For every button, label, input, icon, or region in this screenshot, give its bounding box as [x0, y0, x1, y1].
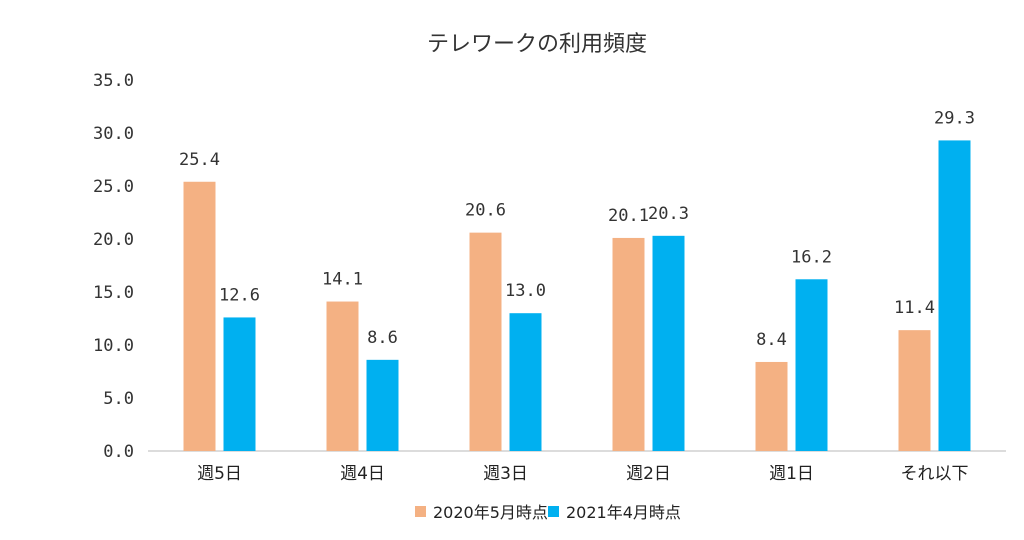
bar [795, 279, 828, 451]
x-axis: 週5日 週4日 週3日 週2日 週1日 それ以下 [148, 450, 1006, 484]
y-tick-label: 15.0 [93, 283, 134, 303]
bar [652, 235, 685, 451]
y-tick-label: 30.0 [93, 124, 134, 144]
y-tick-label: 0.0 [103, 442, 134, 462]
data-label: 25.4 [179, 150, 220, 170]
x-category-label: 週3日 [483, 464, 528, 484]
chart-title: テレワークの利用頻度 [427, 32, 647, 57]
y-tick-label: 5.0 [103, 389, 134, 409]
bars [183, 140, 971, 452]
data-labels: 25.4 12.6 14.1 8.6 20.6 13.0 20.1 20.3 8.4 16.2 11… [179, 108, 975, 350]
data-label: 13.0 [505, 281, 546, 301]
bar [509, 313, 542, 451]
legend-swatch [415, 506, 426, 517]
bar [183, 181, 216, 451]
data-label: 11.4 [894, 298, 935, 318]
data-label: 14.1 [322, 270, 363, 290]
bar [938, 140, 971, 452]
y-tick-label: 35.0 [93, 71, 134, 91]
bar [223, 317, 256, 451]
x-category-label: それ以下 [901, 464, 969, 484]
y-tick-label: 20.0 [93, 230, 134, 250]
bar [898, 330, 931, 451]
data-label: 16.2 [791, 247, 832, 267]
y-tick-label: 25.0 [93, 177, 134, 197]
data-label: 20.3 [648, 204, 689, 224]
bar [326, 301, 359, 451]
legend-label: 2021年4月時点 [566, 503, 681, 522]
bar [755, 361, 788, 451]
data-label: 12.6 [219, 285, 260, 305]
data-label: 29.3 [934, 108, 975, 128]
x-category-label: 週2日 [626, 464, 671, 484]
bar [366, 359, 399, 451]
bar [612, 237, 645, 451]
data-label: 20.1 [608, 206, 649, 226]
x-category-label: 週1日 [769, 464, 814, 484]
data-label: 20.6 [465, 201, 506, 221]
legend: 2020年5月時点 2021年4月時点 [415, 503, 681, 522]
y-axis: 0.0 5.0 10.0 15.0 20.0 25.0 30.0 35.0 [93, 71, 134, 462]
x-category-label: 週4日 [340, 464, 385, 484]
data-label: 8.4 [756, 330, 787, 350]
y-tick-label: 10.0 [93, 336, 134, 356]
legend-label: 2020年5月時点 [433, 503, 548, 522]
x-category-label: 週5日 [197, 464, 242, 484]
legend-swatch [548, 506, 559, 517]
bar [469, 232, 502, 451]
data-label: 8.6 [367, 328, 398, 348]
